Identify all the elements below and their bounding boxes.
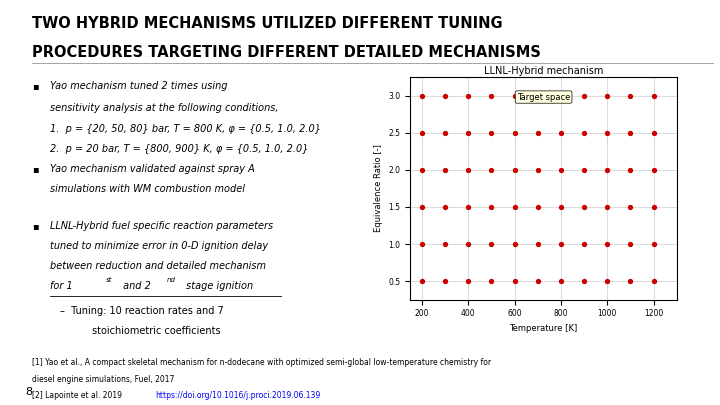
Text: 8: 8 — [25, 387, 32, 397]
Point — [486, 278, 498, 284]
Point — [578, 130, 590, 136]
Point — [625, 166, 636, 173]
Point — [578, 204, 590, 210]
Point — [462, 204, 474, 210]
Point — [648, 204, 660, 210]
Point — [555, 130, 567, 136]
Point — [509, 166, 521, 173]
Point — [509, 204, 521, 210]
Point — [555, 278, 567, 284]
Text: and 2: and 2 — [120, 281, 150, 292]
Point — [439, 204, 451, 210]
Point — [601, 204, 613, 210]
Text: 1.  p = {20, 50, 80} bar, T = 800 K, φ = {0.5, 1.0, 2.0}: 1. p = {20, 50, 80} bar, T = 800 K, φ = … — [50, 124, 320, 134]
Point — [532, 130, 544, 136]
Point — [578, 166, 590, 173]
Point — [648, 130, 660, 136]
Point — [625, 241, 636, 247]
Point — [509, 241, 521, 247]
Text: TWO HYBRID MECHANISMS UTILIZED DIFFERENT TUNING: TWO HYBRID MECHANISMS UTILIZED DIFFERENT… — [32, 16, 503, 31]
Point — [416, 92, 428, 99]
Point — [625, 278, 636, 284]
Point — [486, 92, 498, 99]
Text: stoichiometric coefficients: stoichiometric coefficients — [91, 326, 220, 336]
Point — [532, 92, 544, 99]
Point — [601, 166, 613, 173]
Point — [416, 204, 428, 210]
Text: Yao mechanism validated against spray A: Yao mechanism validated against spray A — [50, 164, 254, 174]
Point — [625, 92, 636, 99]
Point — [462, 241, 474, 247]
Point — [648, 278, 660, 284]
Text: simulations with WM combustion model: simulations with WM combustion model — [50, 184, 245, 194]
Point — [648, 166, 660, 173]
Point — [509, 278, 521, 284]
Point — [486, 241, 498, 247]
Text: LLNL-Hybrid fuel specific reaction parameters: LLNL-Hybrid fuel specific reaction param… — [50, 221, 273, 231]
Y-axis label: Equivalence Ratio [-]: Equivalence Ratio [-] — [374, 145, 383, 232]
Text: https://doi.org/10.1016/j.proci.2019.06.139: https://doi.org/10.1016/j.proci.2019.06.… — [155, 391, 320, 400]
Text: stage ignition: stage ignition — [183, 281, 253, 292]
Point — [416, 166, 428, 173]
Text: –  Tuning: 10 reaction rates and 7: – Tuning: 10 reaction rates and 7 — [60, 306, 224, 316]
Point — [578, 92, 590, 99]
Point — [416, 278, 428, 284]
Point — [462, 130, 474, 136]
Point — [625, 204, 636, 210]
Point — [416, 130, 428, 136]
Point — [439, 92, 451, 99]
Point — [532, 241, 544, 247]
Text: [1] Yao et al., A compact skeletal mechanism for n-dodecane with optimized semi-: [1] Yao et al., A compact skeletal mecha… — [32, 358, 491, 367]
Point — [532, 204, 544, 210]
Text: diesel engine simulations, Fuel, 2017: diesel engine simulations, Fuel, 2017 — [32, 375, 174, 384]
Text: ▪: ▪ — [32, 81, 39, 91]
Text: Yao mechanism tuned 2 times using: Yao mechanism tuned 2 times using — [50, 81, 227, 91]
Point — [601, 278, 613, 284]
Text: ▪: ▪ — [32, 221, 39, 231]
X-axis label: Temperature [K]: Temperature [K] — [510, 324, 577, 333]
Text: nd: nd — [167, 277, 176, 284]
Text: for 1: for 1 — [50, 281, 72, 292]
Point — [601, 130, 613, 136]
Point — [486, 130, 498, 136]
Point — [462, 92, 474, 99]
Point — [601, 92, 613, 99]
Point — [555, 241, 567, 247]
Point — [648, 92, 660, 99]
Text: [2] Lapointe et al. 2019: [2] Lapointe et al. 2019 — [32, 391, 125, 400]
Point — [439, 278, 451, 284]
Point — [439, 241, 451, 247]
Point — [439, 166, 451, 173]
Text: tuned to minimize error in 0-D ignition delay: tuned to minimize error in 0-D ignition … — [50, 241, 268, 251]
Title: LLNL-Hybrid mechanism: LLNL-Hybrid mechanism — [484, 66, 603, 76]
Text: between reduction and detailed mechanism: between reduction and detailed mechanism — [50, 261, 266, 271]
Point — [555, 92, 567, 99]
Point — [555, 166, 567, 173]
Point — [462, 166, 474, 173]
Point — [486, 166, 498, 173]
Text: PROCEDURES TARGETING DIFFERENT DETAILED MECHANISMS: PROCEDURES TARGETING DIFFERENT DETAILED … — [32, 45, 541, 60]
Point — [509, 130, 521, 136]
Point — [439, 130, 451, 136]
Point — [578, 278, 590, 284]
Text: sensitivity analysis at the following conditions,: sensitivity analysis at the following co… — [50, 103, 278, 113]
Point — [532, 166, 544, 173]
Point — [509, 92, 521, 99]
Text: 2.  p = 20 bar, T = {800, 900} K, φ = {0.5, 1.0, 2.0}: 2. p = 20 bar, T = {800, 900} K, φ = {0.… — [50, 144, 308, 154]
Point — [625, 130, 636, 136]
Point — [532, 278, 544, 284]
Point — [462, 278, 474, 284]
Text: ▪: ▪ — [32, 164, 39, 174]
Point — [648, 241, 660, 247]
Point — [416, 241, 428, 247]
Text: st: st — [106, 277, 112, 284]
Point — [555, 204, 567, 210]
Text: Target space: Target space — [517, 93, 570, 102]
Point — [578, 241, 590, 247]
Point — [486, 204, 498, 210]
Point — [601, 241, 613, 247]
